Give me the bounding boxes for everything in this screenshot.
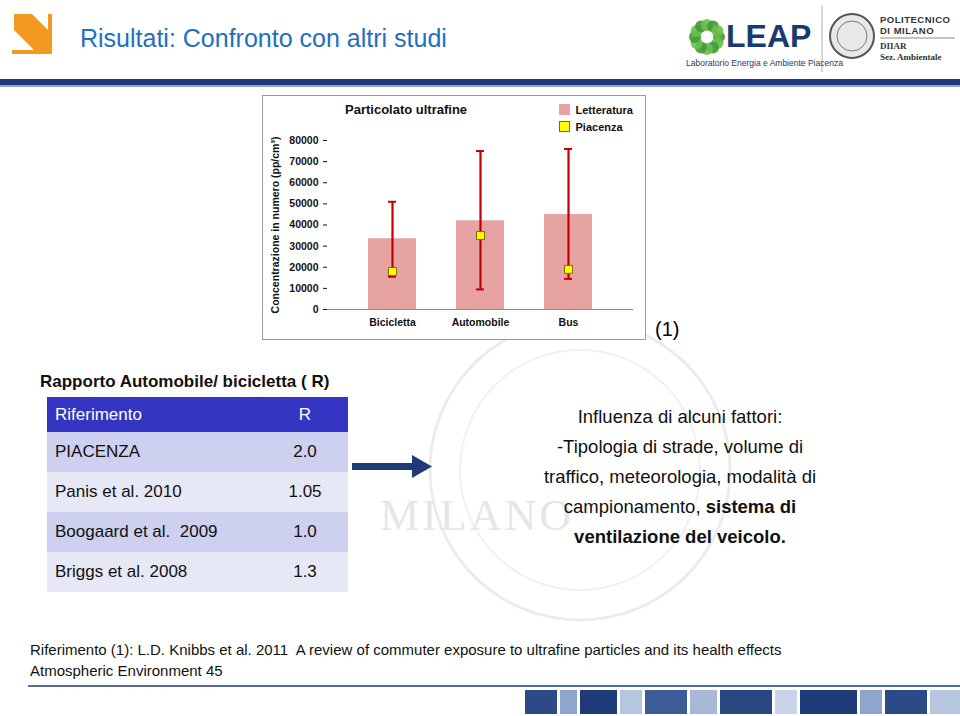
html-text:1.3: 1.3: [293, 562, 317, 581]
html-text:1.05: 1.05: [288, 482, 322, 501]
html-text:1.0: 1.0: [293, 522, 317, 541]
html-text:Influenza di alcuni fattori:: Influenza di alcuni fattori:: [577, 406, 783, 427]
html-text:campionamento, sistema di: campionamento, sistema di: [563, 496, 797, 517]
html-text:traffico, meteorologia, modali: traffico, meteorologia, modalità di: [543, 466, 817, 487]
html-text:-Tipologia di strade, volume d: -Tipologia di strade, volume di: [556, 436, 803, 457]
html-text:2.0: 2.0: [293, 442, 317, 461]
html-text:Atmospheric Environment 45: Atmospheric Environment 45: [30, 662, 223, 679]
html-text:Risultati: Confronto con altri: Risultati: Confronto con altri studi: [80, 24, 447, 52]
html-text:MILANO: MILANO: [380, 491, 574, 540]
svg-text:30000: 30000: [289, 239, 318, 251]
html-text:R: R: [298, 404, 312, 424]
html-text:Panis et al. 2010: Panis et al. 2010: [55, 482, 182, 501]
html-text:Riferimento (1): L.D. Knibbs e: Riferimento (1): L.D. Knibbs et al. 2011…: [30, 641, 782, 658]
svg-text:10000: 10000: [289, 282, 318, 294]
html-text:Laboratorio Energia e Ambiente: Laboratorio Energia e Ambiente Piacenza: [686, 58, 843, 68]
html-text:ventilazione del veicolo.: ventilazione del veicolo.: [574, 526, 786, 547]
html-text:Riferimento: Riferimento: [55, 404, 142, 424]
html-text:Rapporto Automobile/ biciclett: Rapporto Automobile/ bicicletta ( R): [40, 372, 330, 391]
html-text:Particolato ultrafine: Particolato ultrafine: [345, 102, 468, 117]
html-text:LEAP: LEAP: [726, 18, 812, 54]
html-text:Piacenza: Piacenza: [575, 120, 623, 133]
svg-text:Automobile: Automobile: [452, 316, 510, 328]
svg-text:40000: 40000: [289, 218, 318, 230]
svg-text:Bicicletta: Bicicletta: [369, 316, 416, 328]
html-text:DI MILANO: DI MILANO: [880, 25, 935, 36]
svg-text:20000: 20000: [289, 261, 318, 273]
svg-text:Concentrazione in numero (pp/c: Concentrazione in numero (pp/cm³): [269, 137, 281, 314]
html-text:Boogaard et al. 2009: Boogaard et al. 2009: [55, 522, 218, 541]
html-text:(1): (1): [655, 318, 680, 340]
html-text:Letteratura: Letteratura: [575, 103, 633, 116]
svg-text:Bus: Bus: [559, 316, 579, 328]
svg-text:0: 0: [313, 303, 319, 315]
svg-text:50000: 50000: [289, 197, 318, 209]
svg-text:80000: 80000: [289, 134, 318, 146]
html-text:DIIAR: DIIAR: [880, 41, 907, 51]
html-text:PIACENZA: PIACENZA: [55, 442, 140, 461]
html-text:Briggs et al. 2008: Briggs et al. 2008: [55, 562, 188, 581]
svg-text:60000: 60000: [289, 176, 318, 188]
html-text:POLITECNICO: POLITECNICO: [880, 14, 951, 25]
svg-text:70000: 70000: [289, 155, 318, 167]
html-text:Sez. Ambientale: Sez. Ambientale: [880, 52, 942, 62]
